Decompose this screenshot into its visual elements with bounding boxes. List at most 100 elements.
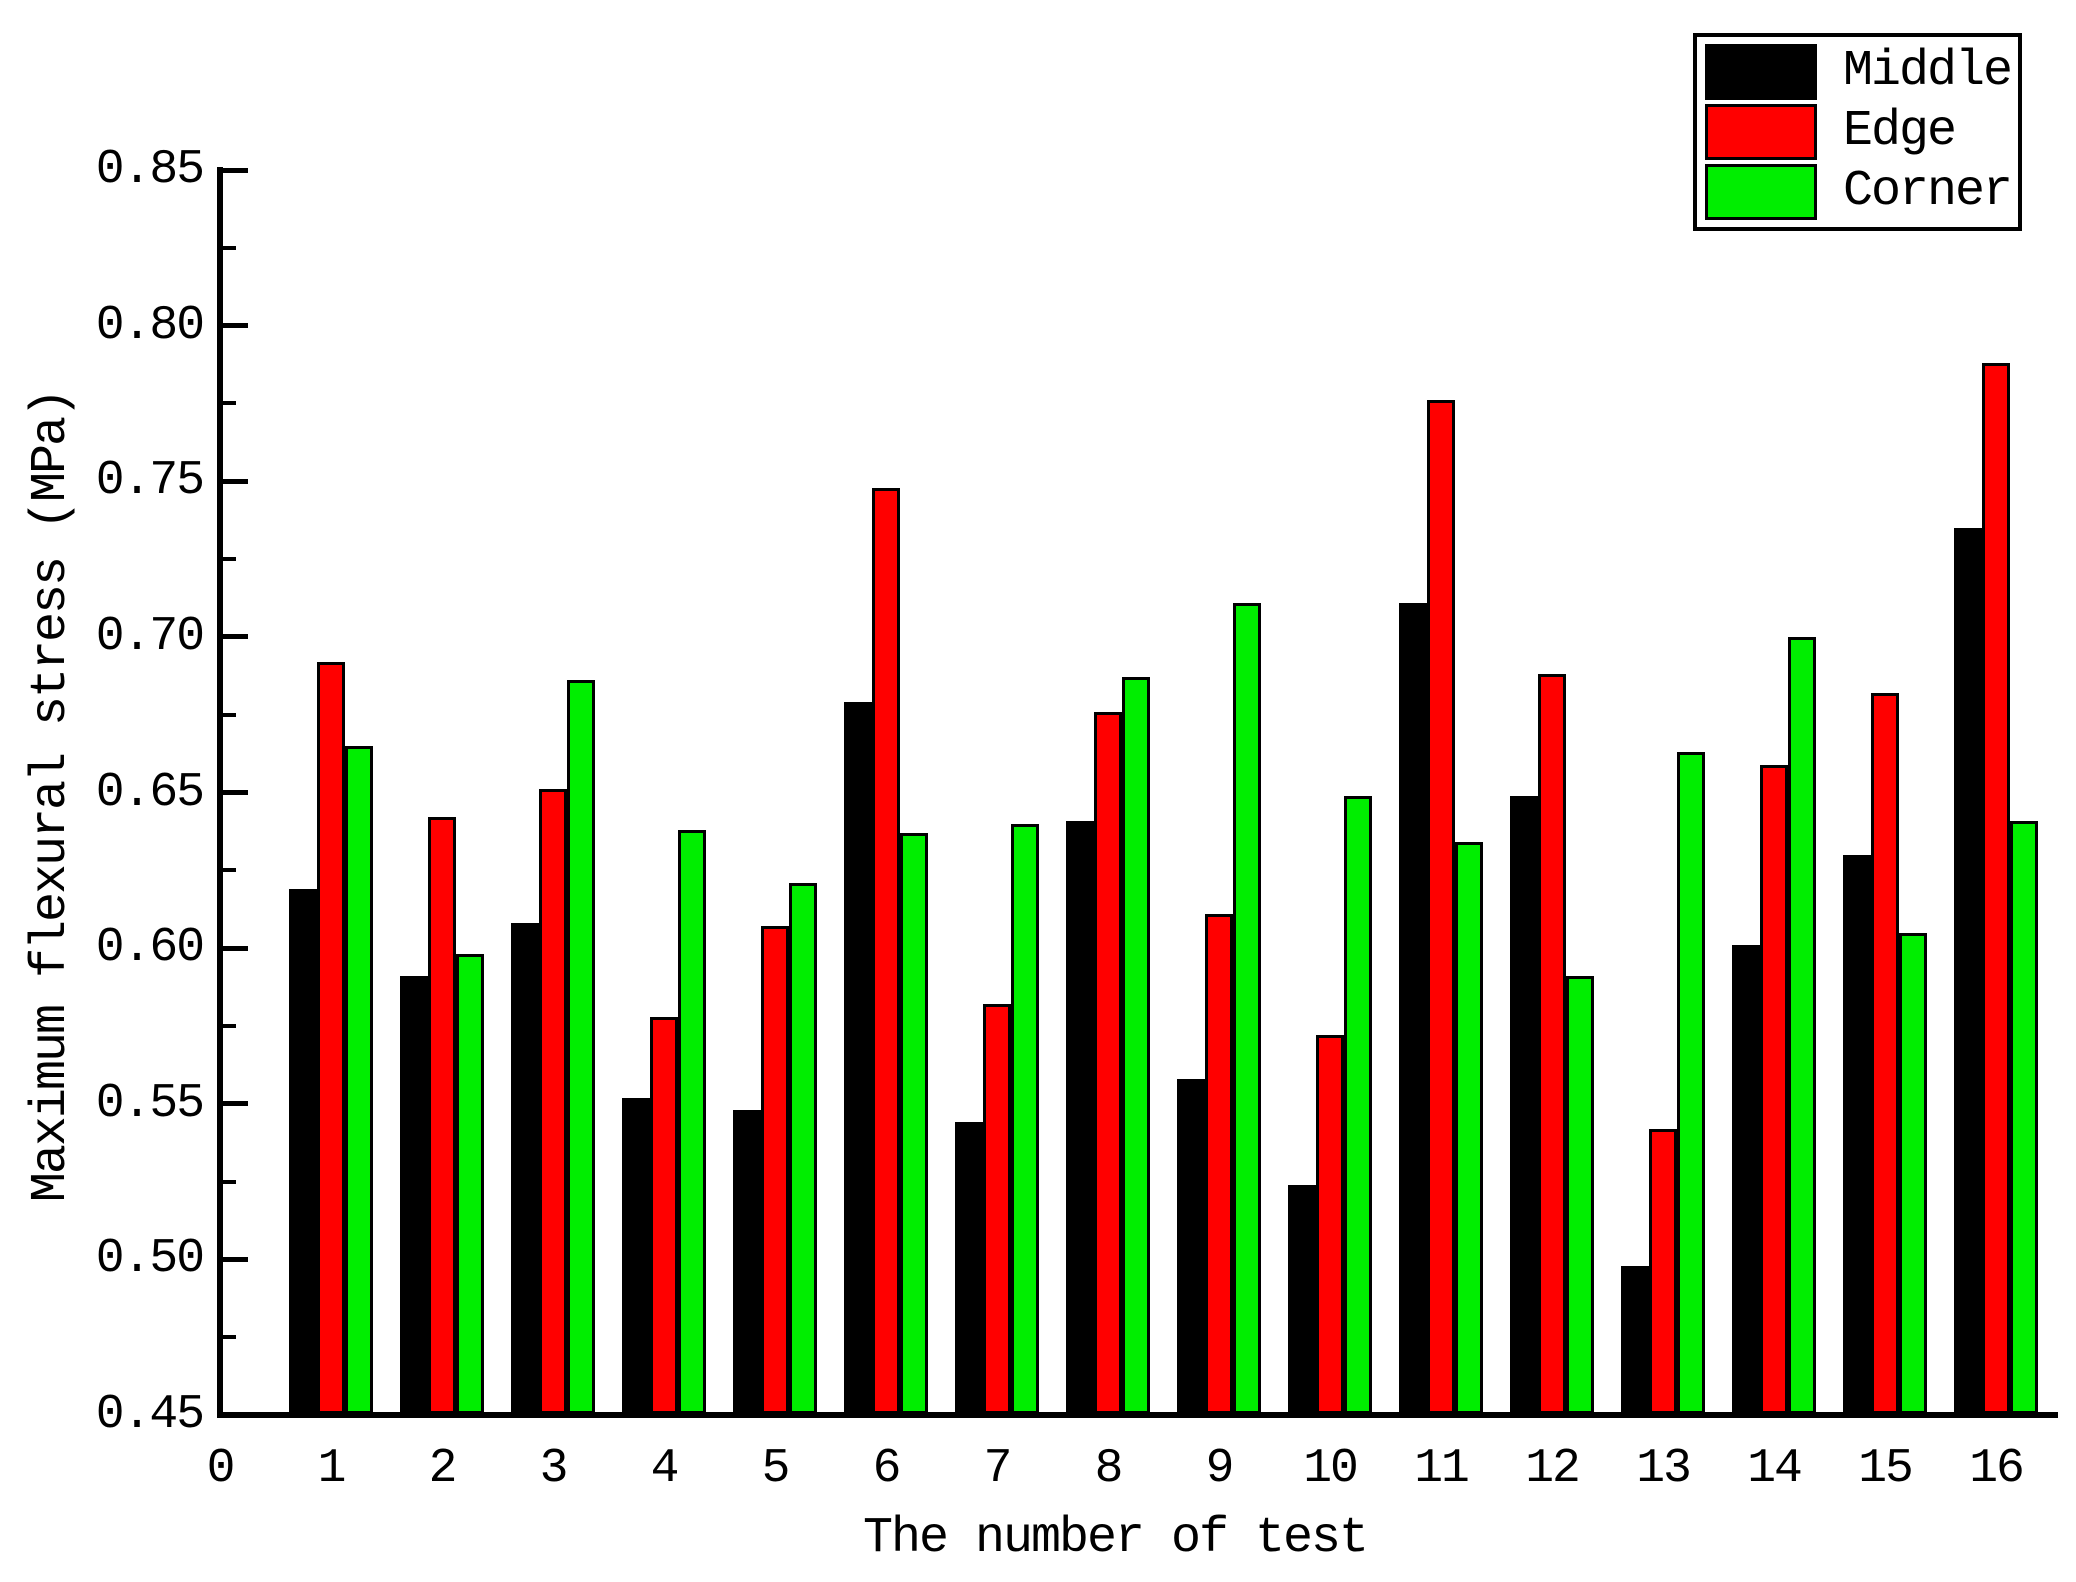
- bar-middle-14: [1732, 945, 1760, 1414]
- y-major-tick-0.85: [223, 167, 248, 173]
- x-tick-label-1: 1: [317, 1442, 347, 1496]
- bar-edge-15: [1871, 692, 1899, 1414]
- x-tick-label-7: 7: [983, 1442, 1013, 1496]
- y-tick-label-0.50: 0.50: [95, 1232, 205, 1287]
- bar-edge-1: [317, 661, 345, 1414]
- y-minor-tick-0.825: [223, 245, 236, 250]
- bar-middle-8: [1066, 820, 1094, 1414]
- bar-corner-7: [1011, 823, 1039, 1414]
- bar-middle-9: [1177, 1078, 1205, 1414]
- bar-edge-11: [1427, 400, 1455, 1414]
- bar-corner-15: [1899, 932, 1927, 1414]
- y-tick-label-0.80: 0.80: [95, 298, 205, 353]
- x-tick-label-13: 13: [1636, 1442, 1692, 1496]
- bar-middle-6: [844, 702, 872, 1414]
- y-major-tick-0.50: [223, 1256, 248, 1262]
- x-tick-label-10: 10: [1303, 1442, 1359, 1496]
- x-tick-label-5: 5: [761, 1442, 791, 1496]
- bar-edge-7: [983, 1004, 1011, 1414]
- y-tick-label-0.55: 0.55: [95, 1076, 205, 1131]
- bar-corner-9: [1233, 602, 1261, 1414]
- y-major-tick-0.60: [223, 945, 248, 951]
- bar-middle-13: [1621, 1265, 1649, 1414]
- bar-corner-16: [2010, 820, 2038, 1414]
- bar-edge-14: [1760, 764, 1788, 1414]
- x-tick-label-15: 15: [1858, 1442, 1914, 1496]
- bar-edge-3: [539, 789, 567, 1414]
- bar-middle-5: [733, 1110, 761, 1414]
- y-major-tick-0.80: [223, 323, 248, 329]
- bar-edge-9: [1205, 913, 1233, 1414]
- y-major-tick-0.55: [223, 1101, 248, 1107]
- y-tick-label-0.60: 0.60: [95, 921, 205, 976]
- y-tick-label-0.45: 0.45: [95, 1388, 205, 1442]
- x-tick-label-12: 12: [1525, 1442, 1581, 1496]
- x-tick-label-3: 3: [539, 1442, 569, 1496]
- y-major-tick-0.65: [223, 790, 248, 795]
- x-tick-label-16: 16: [1969, 1442, 2025, 1496]
- bar-middle-12: [1510, 795, 1538, 1414]
- x-tick-label-11: 11: [1414, 1442, 1470, 1496]
- legend: Middle Edge Corner: [1693, 33, 2022, 231]
- bar-edge-13: [1649, 1128, 1677, 1414]
- y-axis-line: [217, 167, 223, 1418]
- x-tick-label-9: 9: [1205, 1442, 1235, 1496]
- bar-edge-2: [428, 817, 456, 1414]
- bar-middle-2: [400, 976, 428, 1414]
- bar-corner-8: [1122, 677, 1150, 1414]
- bar-corner-13: [1677, 752, 1705, 1414]
- bar-middle-3: [511, 923, 539, 1414]
- legend-item-corner: Corner: [1705, 163, 2013, 220]
- y-minor-tick-0.475: [223, 1335, 236, 1340]
- legend-label-edge: Edge: [1843, 103, 1957, 160]
- y-tick-label-0.70: 0.70: [95, 609, 205, 664]
- bar-edge-10: [1316, 1035, 1344, 1414]
- bar-corner-2: [456, 954, 484, 1414]
- bar-edge-12: [1538, 674, 1566, 1414]
- y-major-tick-0.70: [223, 634, 248, 640]
- bar-edge-8: [1094, 711, 1122, 1414]
- legend-label-corner: Corner: [1843, 163, 2013, 220]
- y-minor-tick-0.575: [223, 1023, 236, 1028]
- bar-corner-4: [678, 829, 706, 1414]
- y-major-tick-0.75: [223, 478, 248, 484]
- x-tick-label-6: 6: [872, 1442, 902, 1496]
- x-tick-label-0: 0: [206, 1442, 236, 1496]
- legend-item-edge: Edge: [1705, 104, 2012, 160]
- bar-edge-6: [872, 487, 900, 1414]
- y-minor-tick-0.625: [223, 868, 236, 873]
- legend-swatch-edge: [1705, 104, 1817, 160]
- x-axis-title: The number of test: [862, 1510, 1369, 1567]
- y-minor-tick-0.775: [223, 401, 236, 406]
- y-minor-tick-0.675: [223, 712, 236, 717]
- bar-corner-12: [1566, 976, 1594, 1414]
- y-minor-tick-0.725: [223, 557, 236, 562]
- bar-corner-3: [567, 680, 595, 1414]
- bar-middle-10: [1288, 1184, 1316, 1414]
- bar-middle-1: [289, 889, 317, 1414]
- bar-edge-4: [650, 1016, 678, 1414]
- x-axis-line: [217, 1412, 2058, 1418]
- y-tick-label-0.85: 0.85: [95, 143, 205, 197]
- bar-middle-7: [955, 1122, 983, 1414]
- y-minor-tick-0.525: [223, 1179, 236, 1184]
- bar-middle-4: [622, 1097, 650, 1414]
- y-tick-label-0.75: 0.75: [95, 454, 205, 509]
- legend-swatch-middle: [1705, 44, 1817, 100]
- bar-middle-16: [1954, 527, 1982, 1414]
- bar-corner-1: [345, 745, 373, 1414]
- legend-item-middle: Middle: [1705, 44, 2013, 100]
- bar-corner-6: [900, 833, 928, 1414]
- legend-swatch-corner: [1705, 164, 1817, 220]
- bar-edge-5: [761, 926, 789, 1414]
- bar-corner-14: [1788, 636, 1816, 1414]
- bar-corner-11: [1455, 842, 1483, 1414]
- bar-corner-10: [1344, 795, 1372, 1414]
- bar-edge-16: [1982, 363, 2010, 1414]
- x-tick-label-4: 4: [650, 1442, 680, 1496]
- x-tick-label-2: 2: [428, 1442, 458, 1496]
- bar-middle-15: [1843, 854, 1871, 1414]
- bar-corner-5: [789, 882, 817, 1414]
- bar-middle-11: [1399, 602, 1427, 1414]
